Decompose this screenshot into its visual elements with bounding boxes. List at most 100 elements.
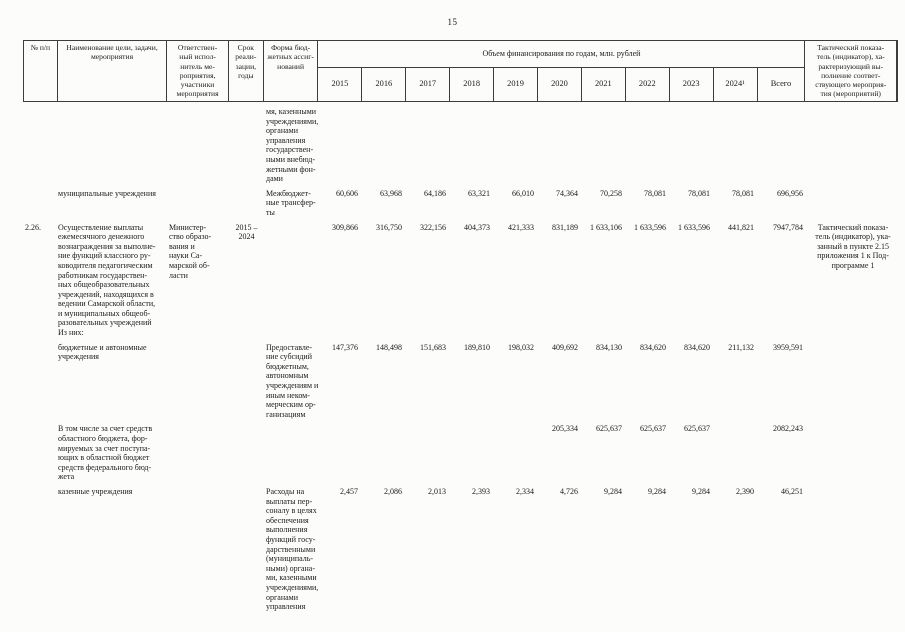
value-cell: 309,866 [332,222,358,232]
cell-total: 3959,591 [773,342,803,352]
value-cell: 147,376 [332,342,358,352]
cell-executor: Министер- ство образо- вания и науки Са-… [169,222,212,280]
cell-budget-form: Предоставле- ние субсидий бюджетным, авт… [266,342,319,419]
table-row: В том числе за счет средств областного б… [23,424,898,482]
value-cell: 70,258 [600,188,622,198]
header-cell-activity: Наименование цели, задачи, мероприятия [58,41,168,101]
year-header-cell: 2024¹ [714,68,758,101]
value-cell: 211,132 [728,342,754,352]
value-cell: 60,606 [336,188,358,198]
value-cell: 205,334 [552,424,578,434]
finance-group-title: Объем финансирования по годам, млн. рубл… [318,41,805,68]
cell-term: 2015 – 2024 [235,222,258,242]
cell-num: 2.26. [25,222,41,232]
value-cell: 9,284 [692,486,710,496]
cell-activity: Осуществление выплаты ежемесячного денеж… [58,222,156,338]
value-cell: 78,081 [732,188,754,198]
year-header-cell: 2023 [670,68,714,101]
value-cell: 2,334 [516,486,534,496]
year-values: 309,866 316,750 322,156 404,373 421,333 831,1… [319,223,759,233]
header-finance-group: Объем финансирования по годам, млн. рубл… [318,41,806,101]
budget-table: № п/п Наименование цели, задачи, меропри… [23,40,898,612]
value-cell [451,424,495,434]
year-values: 205,334 625,637 625,637 625,637 [319,424,759,434]
value-cell: 9,284 [604,486,622,496]
value-cell: 2,457 [340,486,358,496]
table-header: № п/п Наименование цели, задачи, меропри… [23,40,898,102]
value-cell: 63,321 [468,188,490,198]
year-header-cell: 2022 [626,68,670,101]
value-cell: 148,498 [376,342,402,352]
value-cell: 404,373 [464,222,490,232]
header-cell-executor: Ответствен- ный испол- нитель ме- роприя… [167,41,229,101]
value-cell: 189,810 [464,342,490,352]
cell-budget-form: мя, казенными учреждениями, органами упр… [266,107,319,184]
value-cell: 625,637 [596,424,622,434]
header-cell-num: № п/п [24,41,58,101]
value-cell: 1 633,596 [634,222,666,232]
value-cell: 322,156 [420,222,446,232]
year-header-cell: 2020 [538,68,582,101]
value-cell: 1 633,596 [678,222,710,232]
cell-total: 7947,784 [773,222,803,232]
cell-total: 696,956 [777,188,803,198]
value-cell: 74,364 [556,188,578,198]
value-cell: 63,968 [380,188,402,198]
cell-budget-form: Расходы на выплаты пер- соналу в целях о… [266,486,319,612]
value-cell: 2,393 [472,486,490,496]
value-cell: 4,726 [560,486,578,496]
value-cell: 198,032 [508,342,534,352]
value-cell: 625,637 [640,424,666,434]
cell-total: 46,251 [781,486,803,496]
table-row: казенные учреждения Расходы на выплаты п… [23,487,898,612]
value-cell [363,424,407,434]
value-cell: 441,821 [728,222,754,232]
value-cell [319,424,363,434]
year-header-cell: 2015 [318,68,363,101]
value-cell: 2,013 [428,486,446,496]
header-cell-term: Срок реали- зации, годы [229,41,264,101]
header-cell-budget-form: Форма бюд- жетных ассиг- нований [264,41,319,101]
year-values: 2,457 2,086 2,013 2,393 2,334 4,726 9,284 9,284… [319,487,759,497]
cell-indicator: Тактический показа- тель (индикатор), ук… [815,222,891,270]
value-cell [715,424,759,434]
year-header-cell: 2019 [494,68,538,101]
value-cell: 78,081 [644,188,666,198]
table-row: муниципальные учреждения Межбюджет- ные … [23,189,898,218]
value-cell: 9,284 [648,486,666,496]
value-cell: 66,010 [512,188,534,198]
year-values: 60,606 63,968 64,186 63,321 66,010 74,364 70,2… [319,189,759,199]
year-headers: 2015 2016 2017 2018 2019 2020 2021 2022 2023 2024… [318,68,804,101]
page-number: 15 [447,17,458,27]
value-cell: 64,186 [424,188,446,198]
value-cell: 831,189 [552,222,578,232]
cell-budget-form: Межбюджет- ные трансфер- ты [266,188,316,217]
year-header-cell: 2016 [362,68,407,101]
value-cell: 834,620 [684,342,710,352]
value-cell [495,424,539,434]
value-cell: 409,692 [552,342,578,352]
cell-total: 2082,243 [773,424,803,434]
value-cell: 2,086 [384,486,402,496]
year-values: 147,376 148,498 151,683 189,810 198,032 409,6… [319,343,759,353]
year-header-cell: Всего [770,79,792,89]
value-cell: 316,750 [376,222,402,232]
value-cell: 625,637 [684,424,710,434]
year-header-cell: 2021 [582,68,626,101]
value-cell: 1 633,106 [590,222,622,232]
cell-activity: В том числе за счет средств областного б… [58,424,153,482]
cell-activity: бюджетные и автономные учреждения [58,342,147,362]
value-cell: 151,683 [420,342,446,352]
year-header-cell: 2018 [450,68,495,101]
value-cell: 834,620 [640,342,666,352]
table-body: мя, казенными учреждениями, органами упр… [23,107,898,612]
table-row: бюджетные и автономные учреждения Предос… [23,343,898,420]
value-cell: 2,390 [736,486,754,496]
cell-activity: казенные учреждения [58,486,133,496]
cell-activity: муниципальные учреждения [58,188,156,198]
year-header-cell: 2017 [406,68,451,101]
value-cell: 834,130 [596,342,622,352]
header-cell-indicator: Тактический показа- тель (индикатор), ха… [805,41,897,101]
value-cell: 421,333 [508,222,534,232]
